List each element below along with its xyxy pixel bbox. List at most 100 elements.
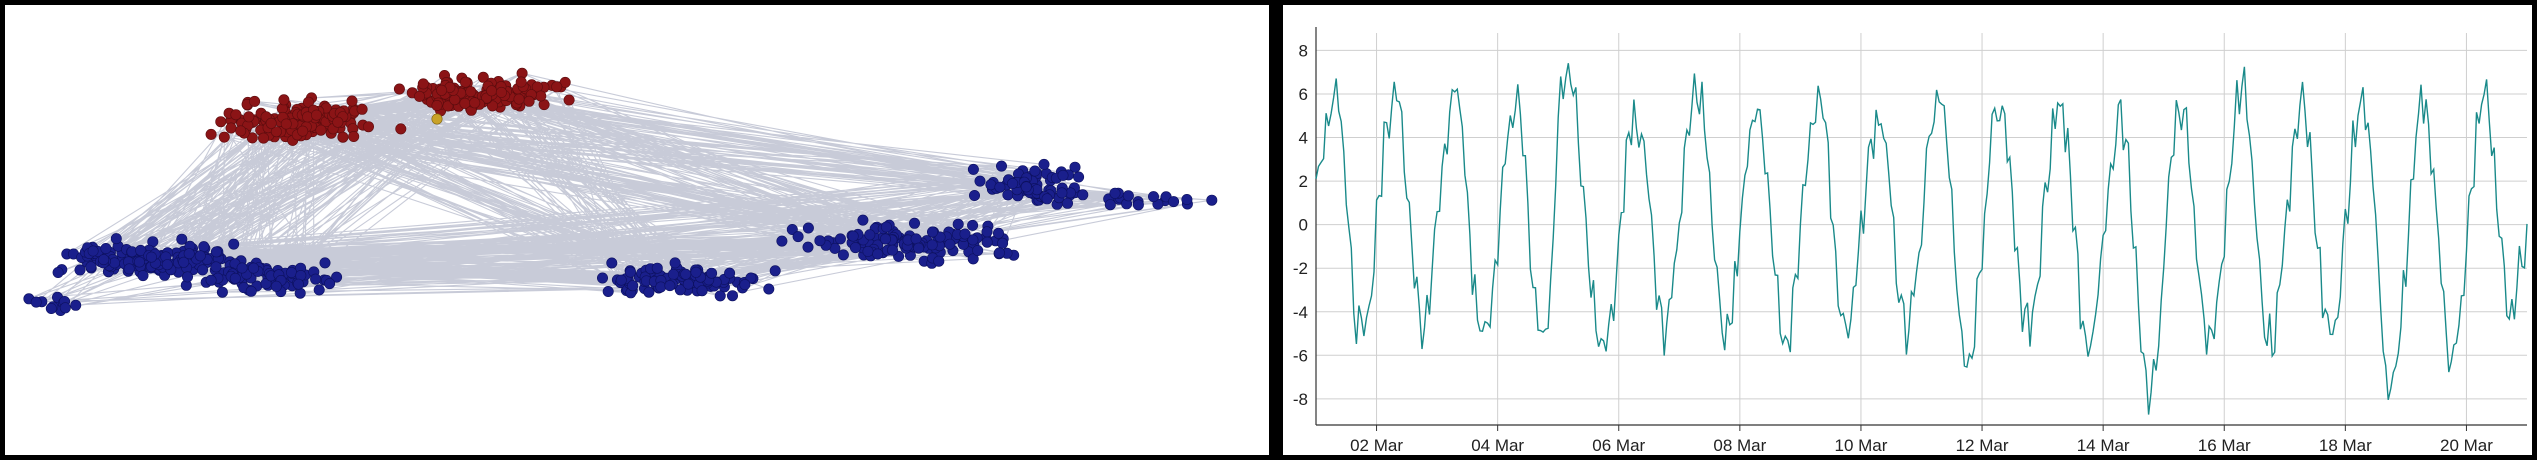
network-node-red [215, 116, 227, 128]
network-node-blue [655, 281, 667, 293]
network-node-blue [974, 175, 986, 187]
network-node-blue [696, 285, 708, 297]
network-node-blue [216, 286, 228, 298]
network-node-blue [161, 259, 173, 271]
network-node-blue [627, 280, 639, 292]
network-node-red [265, 117, 277, 129]
network-node-red [356, 103, 368, 115]
network-node-blue [245, 285, 257, 297]
network-node-blue [110, 233, 122, 245]
network-node-blue [726, 290, 738, 302]
network-node-blue [879, 233, 891, 245]
network-node-blue [857, 214, 869, 226]
network-node-red [205, 128, 217, 140]
network-node-blue [331, 271, 343, 283]
y-tick-label: -8 [1293, 390, 1308, 409]
network-node-red [348, 131, 360, 143]
network-node-blue [210, 246, 222, 258]
network-node-blue [87, 245, 99, 257]
time-series-chart[interactable]: -8 -6 -4 -2 0 2 4 6 8 02 Mar 04 Mar 06 Mar 08 Mar 10… [1283, 5, 2532, 455]
network-node-blue [992, 227, 1004, 239]
network-node-blue [802, 241, 814, 253]
chart-axes [1315, 27, 2527, 431]
y-tick-label: 2 [1299, 172, 1308, 191]
network-node-red [315, 124, 327, 136]
network-node-blue [1038, 158, 1050, 170]
network-node-blue [615, 274, 627, 286]
network-node-blue [944, 238, 956, 250]
network-node-highlight [431, 113, 443, 125]
network-node-blue [1069, 161, 1081, 173]
network-node-blue [959, 228, 971, 240]
network-node-blue [706, 267, 718, 279]
network-node-blue [1029, 165, 1041, 177]
network-node-blue [1041, 193, 1053, 205]
network-node-blue [864, 229, 876, 241]
network-node-blue [994, 181, 1006, 193]
network-node-red [258, 132, 270, 144]
network-node-blue [880, 221, 892, 233]
network-node-blue [862, 245, 874, 257]
network-node-blue [109, 257, 121, 269]
network-node-blue [792, 231, 804, 243]
network-node-blue [1020, 181, 1032, 193]
network-node-red [486, 100, 498, 112]
network-node-blue [934, 231, 946, 243]
y-tick-label: 0 [1299, 216, 1308, 235]
x-tick-label: 10 Mar [1834, 436, 1887, 455]
time-series-panel[interactable]: -8 -6 -4 -2 0 2 4 6 8 02 Mar 04 Mar 06 Mar 08 Mar 10… [1283, 5, 2532, 455]
network-node-blue [313, 284, 325, 296]
network-node-red [249, 95, 261, 107]
network-node-blue [933, 255, 945, 267]
network-node-blue [837, 249, 849, 261]
network-node-blue [847, 230, 859, 242]
network-node-blue [952, 218, 964, 230]
network-node-blue [123, 263, 135, 275]
network-node-blue [981, 236, 993, 248]
network-node-blue [769, 265, 781, 277]
network-graph[interactable] [5, 5, 1269, 455]
network-node-red [465, 86, 477, 98]
network-node-blue [260, 278, 272, 290]
network-node-blue [849, 242, 861, 254]
network-node-blue [926, 239, 938, 251]
network-node-red [436, 84, 448, 96]
network-node-blue [967, 163, 979, 175]
network-node-blue [100, 243, 112, 255]
y-tick-label: -6 [1293, 346, 1308, 365]
network-node-red [235, 125, 247, 137]
network-node-blue [995, 160, 1007, 172]
network-node-red [469, 97, 481, 109]
network-node-blue [248, 262, 260, 274]
network-node-blue [229, 272, 241, 284]
network-node-blue [1056, 187, 1068, 199]
network-nodes [23, 67, 1218, 316]
network-node-blue [135, 244, 147, 256]
network-node-red [459, 97, 471, 109]
network-node-blue [1002, 189, 1014, 201]
y-tick-label: -2 [1293, 259, 1308, 278]
network-node-blue [198, 241, 210, 253]
network-node-blue [182, 271, 194, 283]
network-node-red [302, 96, 314, 108]
network-graph-panel[interactable] [5, 5, 1269, 455]
network-node-blue [802, 222, 814, 234]
network-node-red [337, 131, 349, 143]
network-node-red [393, 83, 405, 95]
network-node-blue [680, 268, 692, 280]
network-node-blue [786, 224, 798, 236]
network-node-blue [690, 266, 702, 278]
x-tick-label: 12 Mar [1956, 436, 2009, 455]
network-node-blue [908, 217, 920, 229]
network-node-blue [606, 257, 618, 269]
network-node-blue [74, 264, 86, 276]
network-node-red [302, 111, 314, 123]
network-node-blue [967, 253, 979, 265]
network-node-blue [596, 272, 608, 284]
network-node-blue [910, 233, 922, 245]
network-node-blue [1148, 191, 1160, 203]
y-tick-label: 4 [1299, 129, 1308, 148]
network-node-blue [674, 284, 686, 296]
network-node-blue [183, 248, 195, 260]
network-node-blue [981, 226, 993, 238]
